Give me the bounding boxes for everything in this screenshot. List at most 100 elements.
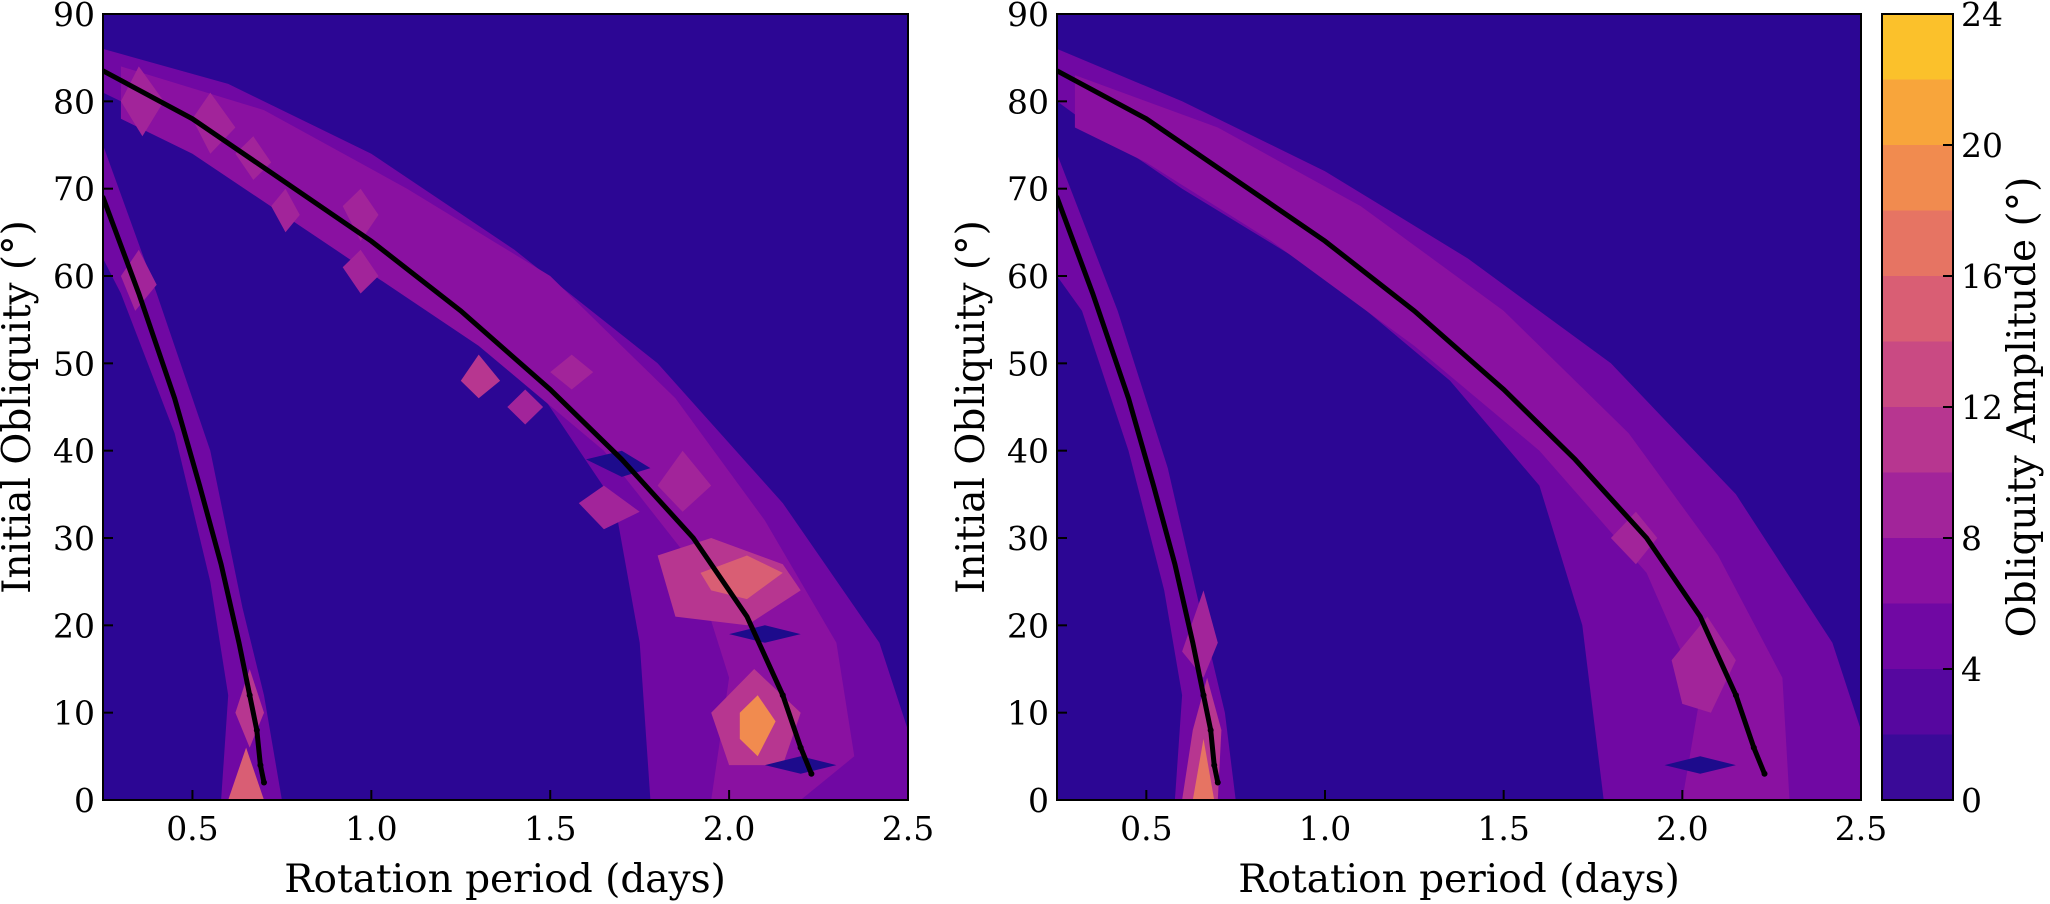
left-contour-region-11 — [578, 485, 640, 530]
right-contour-region-2 — [1074, 75, 1790, 800]
colorbar-band-2 — [1882, 603, 1953, 669]
left-axis-ticks: 0.5 1.0 1.5 2.0 2.5 0 10 20 30 40 50 60 70 80 90 — [53, 0, 934, 848]
left-contour-region-4 — [700, 555, 783, 600]
colorbar-band-9 — [1882, 145, 1953, 211]
colorbar-band-4 — [1882, 472, 1953, 538]
left-resonance-curve-outer — [103, 68, 814, 777]
colorbar-band-1 — [1882, 669, 1953, 735]
left-y-tick-label-8: 80 — [53, 82, 95, 121]
colorbar-tick-label-2: 8 — [1961, 519, 1982, 558]
right-resonance-curves — [1057, 68, 1768, 786]
colorbar-band-6 — [1882, 341, 1953, 407]
left-resonance-curves — [103, 68, 815, 786]
right-resonance-point-outer-10 — [1750, 744, 1757, 751]
left-contour-region-7 — [460, 354, 501, 399]
right-y-tick-label-3: 30 — [1007, 519, 1049, 558]
right-x-tick-label-0: 0.5 — [1120, 809, 1172, 848]
right-y-tick-label-0: 0 — [1028, 781, 1049, 820]
right-contour-panel: 0.5 1.0 1.5 2.0 2.5 0 10 20 30 40 50 60 70 80 90 Rotat… — [949, 0, 1887, 902]
left-contour-panel: 0.5 1.0 1.5 2.0 2.5 0 10 20 30 40 50 60 70 80 90 Rotat… — [0, 0, 934, 902]
right-contour-region-3 — [1671, 616, 1736, 713]
left-y-tick-label-4: 40 — [53, 432, 95, 471]
colorbar-band-10 — [1882, 79, 1953, 145]
colorbar-tick-label-6: 24 — [1961, 0, 2003, 34]
right-x-tick-label-3: 2.0 — [1656, 809, 1708, 848]
right-y-axis-label: Initial Obliquity (°) — [949, 220, 994, 594]
left-y-tick-label-9: 90 — [53, 0, 95, 34]
colorbar-tick-label-3: 12 — [1961, 388, 2003, 427]
colorbar-band-0 — [1882, 734, 1953, 800]
colorbar-label: Obliquity Amplitude (°) — [2000, 177, 2045, 638]
left-contour-region-22 — [729, 625, 801, 643]
colorbar-ticks: 0 4 8 12 16 20 24 — [1943, 0, 2003, 820]
colorbar-band-3 — [1882, 538, 1953, 604]
left-y-tick-label-0: 0 — [74, 781, 95, 820]
right-contour-region-4 — [1610, 511, 1658, 565]
right-y-tick-label-7: 70 — [1007, 170, 1049, 209]
left-contour-region-10 — [657, 450, 712, 512]
colorbar-band-8 — [1882, 210, 1953, 276]
left-contour-region-16 — [342, 249, 379, 294]
right-y-tick-label-1: 10 — [1007, 694, 1049, 733]
left-y-tick-label-6: 60 — [53, 257, 95, 296]
right-contour-region-5 — [1182, 590, 1218, 678]
left-contour-region-20 — [228, 747, 264, 800]
right-contour-region-8 — [1664, 756, 1736, 774]
right-x-axis-label: Rotation period (days) — [1238, 857, 1680, 902]
right-y-tick-label-6: 60 — [1007, 257, 1049, 296]
left-plot-frame — [102, 13, 909, 801]
left-x-tick-label-3: 2.0 — [703, 809, 755, 848]
left-contour-region-15 — [342, 188, 379, 242]
right-resonance-point-inner-6 — [1200, 692, 1207, 699]
left-x-tick-label-4: 2.5 — [882, 809, 934, 848]
left-resonance-point-inner-9 — [261, 779, 267, 786]
right-contour-region-6 — [1182, 677, 1222, 800]
left-contour-region-6 — [739, 695, 776, 757]
right-resonance-curve-outer — [1057, 68, 1767, 777]
left-contour-region-17 — [271, 188, 300, 233]
right-plot-frame — [1056, 13, 1862, 801]
right-x-tick-label-1: 1.0 — [1299, 809, 1351, 848]
left-x-tick-label-2: 1.5 — [524, 809, 576, 848]
left-contour-region-9 — [507, 389, 544, 425]
colorbar-band-7 — [1882, 276, 1953, 342]
left-resonance-point-outer-10 — [797, 744, 804, 751]
colorbar-band-5 — [1882, 407, 1953, 473]
left-y-axis-label: Initial Obliquity (°) — [0, 220, 40, 594]
right-resonance-point-outer-11 — [1761, 770, 1768, 777]
right-resonance-point-inner-8 — [1211, 762, 1218, 769]
right-axis-ticks: 0.5 1.0 1.5 2.0 2.5 0 10 20 30 40 50 60 70 80 90 — [1007, 0, 1887, 848]
right-contour-region-7 — [1192, 738, 1215, 800]
left-x-tick-label-0: 0.5 — [166, 809, 218, 848]
right-contour-region-1 — [1057, 48, 1861, 800]
left-resonance-curve-inner — [103, 194, 267, 785]
colorbar: 0 4 8 12 16 20 24 Obliquity Amplitude (°) — [1881, 0, 2045, 820]
right-resonance-point-inner-7 — [1207, 727, 1214, 734]
left-resonance-point-outer-9 — [779, 692, 786, 699]
right-y-tick-label-5: 50 — [1007, 344, 1049, 383]
colorbar-band-11 — [1882, 14, 1953, 80]
colorbar-tick-label-1: 4 — [1961, 650, 1982, 689]
right-x-tick-label-4: 2.5 — [1835, 809, 1887, 848]
left-x-tick-label-1: 1.0 — [345, 809, 397, 848]
left-x-axis-label: Rotation period (days) — [284, 857, 726, 902]
right-resonance-point-inner-9 — [1214, 779, 1221, 786]
right-y-tick-label-2: 20 — [1007, 606, 1049, 645]
left-resonance-point-inner-6 — [246, 692, 253, 699]
colorbar-tick-label-4: 16 — [1961, 257, 2003, 296]
right-y-tick-label-9: 90 — [1007, 0, 1049, 34]
right-y-tick-label-8: 80 — [1007, 82, 1049, 121]
left-y-tick-label-5: 50 — [53, 344, 95, 383]
left-contour-region-21 — [764, 756, 837, 774]
colorbar-bands — [1882, 14, 1953, 800]
right-resonance-point-outer-9 — [1732, 692, 1739, 699]
left-y-tick-label-2: 20 — [53, 606, 95, 645]
left-resonance-point-inner-8 — [257, 762, 264, 769]
left-contour-region-8 — [550, 354, 594, 390]
left-resonance-point-inner-7 — [253, 727, 260, 734]
right-resonance-curve-inner — [1057, 194, 1221, 785]
left-y-tick-label-1: 10 — [53, 694, 95, 733]
left-y-tick-label-7: 70 — [53, 170, 95, 209]
right-y-tick-label-4: 40 — [1007, 432, 1049, 471]
